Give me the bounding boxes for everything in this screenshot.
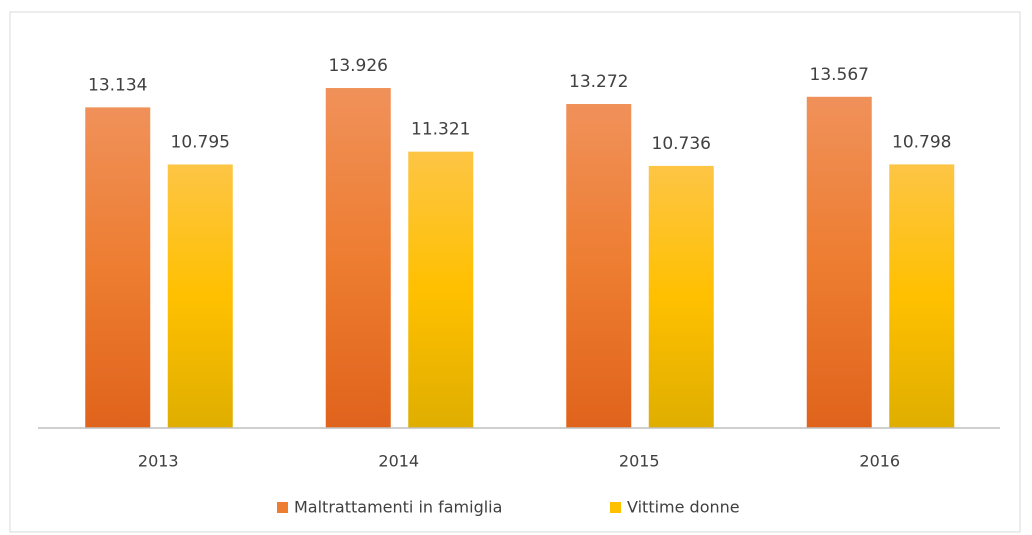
- bar: [566, 103, 632, 428]
- bar: [806, 96, 872, 428]
- data-label: 11.321: [411, 120, 470, 140]
- x-tick-label: 2013: [138, 452, 179, 471]
- data-label: 10.795: [171, 132, 230, 152]
- bar: [889, 164, 955, 428]
- data-label: 10.798: [892, 132, 951, 152]
- data-label: 13.926: [329, 56, 388, 76]
- data-label: 13.134: [88, 75, 147, 95]
- bar: [648, 165, 714, 428]
- data-label: 10.736: [652, 134, 711, 154]
- x-tick-label: 2014: [378, 452, 419, 471]
- bar: [325, 88, 391, 428]
- bar: [85, 107, 151, 429]
- x-tick-label: 2015: [619, 452, 660, 471]
- data-label: 13.567: [810, 65, 869, 85]
- legend-swatch: [277, 502, 288, 513]
- bar: [167, 164, 233, 429]
- legend-label: Vittime donne: [627, 498, 740, 517]
- x-tick-label: 2016: [859, 452, 900, 471]
- bar: [408, 151, 474, 428]
- legend-label: Maltrattamenti in famiglia: [294, 498, 502, 517]
- legend-swatch: [610, 502, 621, 513]
- data-label: 13.272: [569, 72, 628, 92]
